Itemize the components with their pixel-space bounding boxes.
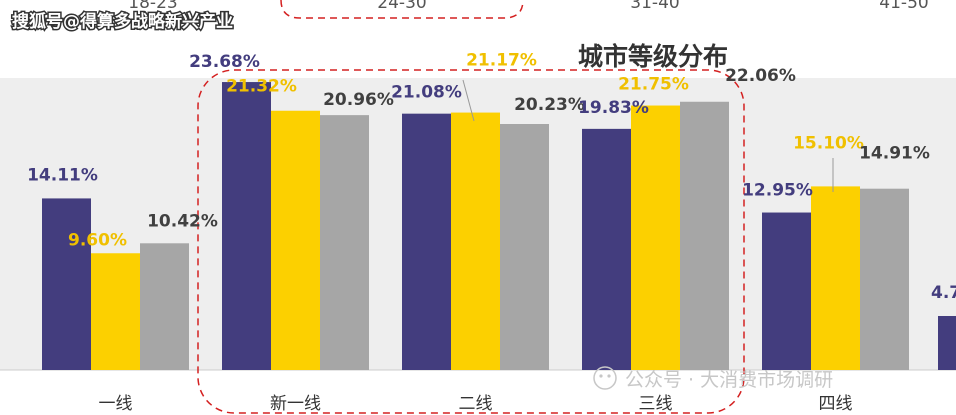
bar-2-0 (402, 113, 451, 370)
value-label-0-2: 10.42% (147, 211, 218, 231)
value-label-partial: 4.7 (931, 283, 956, 303)
bar-3-0 (582, 128, 631, 370)
wechat-watermark: 公众号 · 大消费市场调研 (593, 366, 833, 391)
bar-2-1 (451, 112, 500, 370)
value-label-3-2: 22.06% (725, 66, 796, 86)
leader-line-ershi (462, 79, 475, 122)
bar-4-2 (860, 188, 909, 370)
value-label-2-0: 21.08% (391, 83, 462, 103)
bar-0-0 (42, 198, 91, 370)
bar-3-1 (631, 105, 680, 371)
value-label-1-2: 20.96% (323, 90, 394, 110)
value-label-0-1: 9.60% (68, 230, 127, 250)
wechat-icon-dot (599, 374, 603, 378)
top-tick-3: 31-40 (630, 0, 679, 13)
category-label-3: 三线 (639, 394, 673, 414)
bar-4-0 (762, 212, 811, 370)
chart-title: 城市等级分布 (578, 42, 728, 71)
bar-1-2 (320, 115, 369, 370)
value-label-4-2: 14.91% (859, 144, 930, 164)
top-tick-4: 41-50 (879, 0, 928, 13)
value-label-0-0: 14.11% (27, 165, 98, 185)
wechat-icon-dot-2 (607, 374, 611, 378)
top-dashed-outline (280, 0, 524, 19)
value-label-3-0: 19.83% (578, 98, 649, 118)
labels-layer: 14.11% 9.60% 10.42% 23.68% 21.32% 20.96%21.08… (27, 51, 956, 303)
value-label-4-1: 15.10% (793, 133, 864, 153)
bar-4-1 (811, 186, 860, 370)
bar-1-0 (222, 82, 271, 370)
category-label-0: 一线 (99, 394, 133, 414)
value-label-1-0: 23.68% (189, 52, 260, 72)
value-label-3-1: 21.75% (618, 75, 689, 95)
bar-3-2 (680, 101, 729, 370)
highlight-box (197, 69, 745, 414)
value-label-4-0: 12.95% (742, 181, 813, 201)
bar-partial (938, 316, 956, 370)
category-label-1: 新一线 (270, 394, 321, 414)
category-label-2: 二线 (459, 394, 493, 414)
watermark-bottom: 公众号 · 大消费市场调研 (625, 369, 833, 391)
top-tick-1: 18-23 (128, 0, 177, 13)
bar-0-2 (140, 243, 189, 370)
category-label-4: 四线 (819, 394, 853, 414)
value-label-1-1: 21.32% (226, 77, 297, 97)
bar-2-2 (500, 124, 549, 370)
bar-0-1 (91, 253, 140, 370)
bars-layer (42, 82, 956, 371)
value-label-2-2: 20.23% (514, 95, 585, 115)
bar-1-1 (271, 110, 320, 370)
value-label-2-1: 21.17% (466, 51, 537, 71)
top-tick-2: 24-30 (377, 0, 426, 13)
watermark-top: 搜狐号@得算多战略新兴产业 (12, 11, 233, 32)
wechat-icon (593, 366, 617, 390)
